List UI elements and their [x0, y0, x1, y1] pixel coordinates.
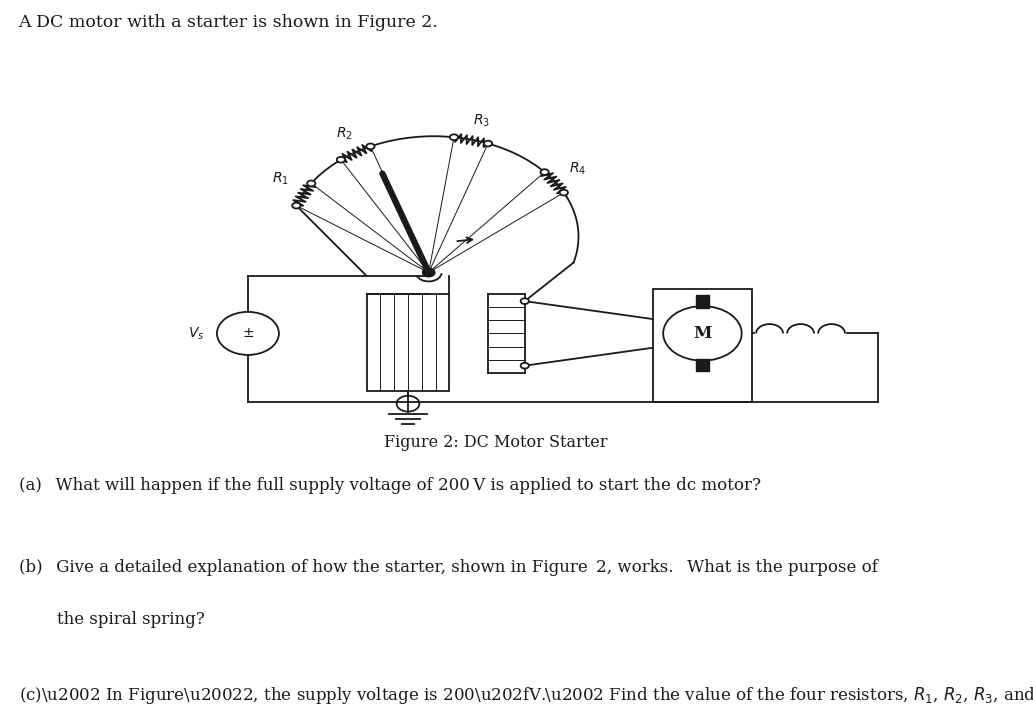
Bar	[696, 295, 709, 308]
Circle shape	[337, 157, 345, 163]
Circle shape	[449, 134, 458, 140]
Circle shape	[540, 169, 549, 175]
Text: $R_4$: $R_4$	[569, 161, 587, 177]
Text: (c)\u2002 In Figure\u20022, the supply voltage is 200\u202fV.\u2002 Find the val: (c)\u2002 In Figure\u20022, the supply v…	[19, 685, 1033, 706]
Text: $R_3$: $R_3$	[473, 113, 490, 129]
Text: M: M	[693, 325, 712, 342]
Circle shape	[521, 363, 529, 369]
Circle shape	[663, 306, 742, 361]
Circle shape	[217, 312, 279, 355]
Text: A DC motor with a starter is shown in Figure 2.: A DC motor with a starter is shown in Fi…	[19, 14, 438, 32]
Bar	[653, 289, 752, 402]
Text: $\pm$: $\pm$	[242, 326, 254, 341]
Text: Figure 2: DC Motor Starter: Figure 2: DC Motor Starter	[384, 434, 607, 451]
Text: (b)  Give a detailed explanation of how the starter, shown in Figure 2, works.  : (b) Give a detailed explanation of how t…	[19, 559, 877, 576]
Circle shape	[422, 268, 435, 277]
Bar	[367, 294, 449, 391]
Circle shape	[483, 141, 492, 146]
Text: $R_2$: $R_2$	[337, 125, 353, 142]
Circle shape	[521, 298, 529, 304]
Circle shape	[292, 203, 301, 209]
Circle shape	[560, 190, 568, 196]
Text: $R_1$: $R_1$	[272, 170, 288, 186]
Text: $V_s$: $V_s$	[188, 326, 205, 341]
Bar	[696, 358, 709, 371]
Text: (a)  What will happen if the full supply voltage of 200 V is applied to start th: (a) What will happen if the full supply …	[19, 477, 760, 494]
Circle shape	[367, 143, 375, 149]
Circle shape	[307, 181, 315, 186]
Text: the spiral spring?: the spiral spring?	[57, 611, 205, 628]
